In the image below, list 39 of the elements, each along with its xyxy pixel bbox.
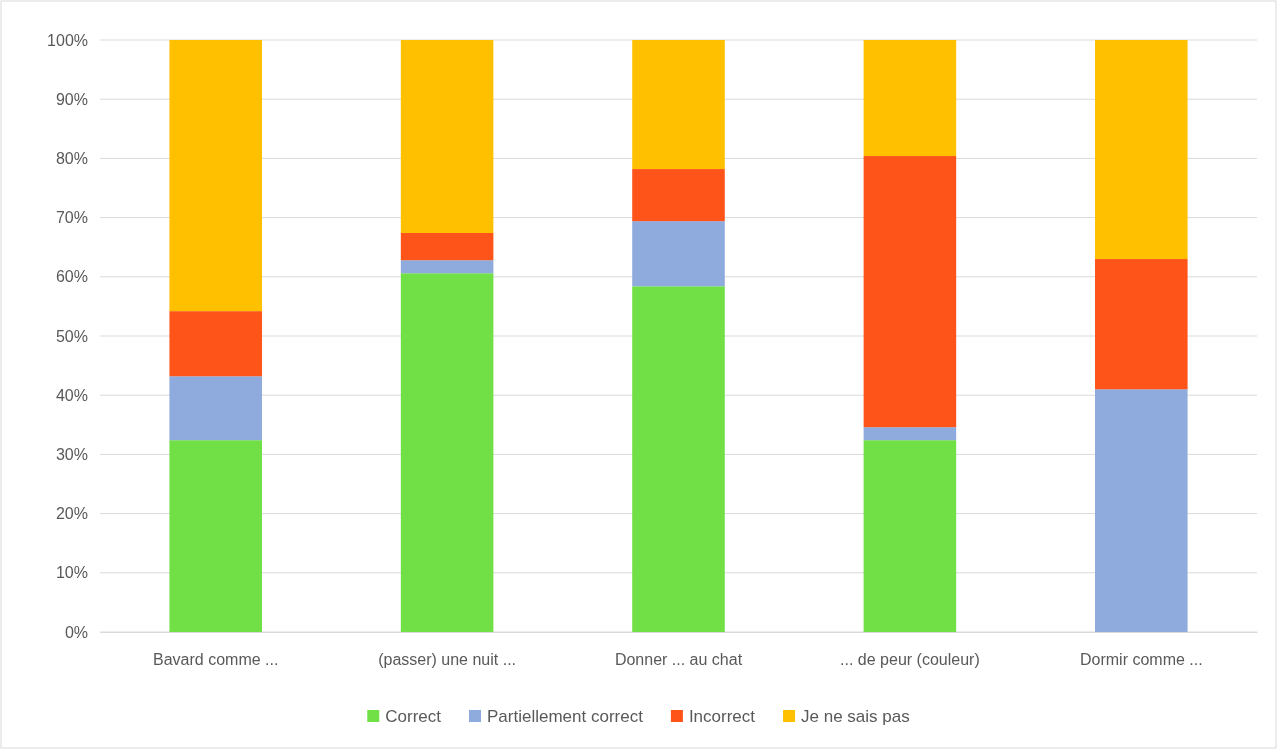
x-tick-label: (passer) une nuit ... <box>378 651 517 669</box>
bar <box>863 440 957 632</box>
x-tick-label: ... de peur (couleur) <box>840 651 980 669</box>
bar <box>169 311 262 377</box>
y-tick-label: 0% <box>64 623 88 641</box>
bar <box>632 169 725 222</box>
bar <box>632 221 725 287</box>
y-tick-label: 50% <box>55 327 88 345</box>
y-tick-label: 20% <box>55 505 88 523</box>
bar <box>632 40 725 170</box>
bar <box>863 156 957 428</box>
x-tick-label: Donner ... au chat <box>614 651 743 669</box>
y-tick-label: 100% <box>47 31 88 49</box>
legend-label: Correct <box>385 707 442 726</box>
bar <box>1095 40 1188 260</box>
bar <box>400 260 494 274</box>
bar <box>400 40 494 233</box>
bar <box>1095 389 1188 632</box>
bar <box>863 40 957 157</box>
bar <box>400 273 494 632</box>
x-tick-label: Dormir comme ... <box>1079 651 1203 669</box>
y-tick-label: 10% <box>55 564 88 582</box>
bar <box>400 232 494 261</box>
x-tick-label: Bavard comme ... <box>153 651 279 669</box>
bar <box>169 40 262 312</box>
y-tick-label: 80% <box>55 150 88 168</box>
y-tick-label: 40% <box>55 386 88 404</box>
bar <box>632 286 725 632</box>
legend-label: Incorrect <box>688 707 756 726</box>
bar <box>1095 259 1188 390</box>
bar <box>169 440 262 632</box>
y-tick-label: 90% <box>55 90 88 108</box>
legend-label: Partiellement correct <box>487 707 644 726</box>
y-tick-label: 60% <box>55 268 88 286</box>
legend-label: Je ne sais pas <box>801 707 910 726</box>
bar <box>169 376 262 441</box>
bar <box>863 427 957 441</box>
y-tick-label: 70% <box>55 209 88 227</box>
y-tick-label: 30% <box>55 446 88 464</box>
